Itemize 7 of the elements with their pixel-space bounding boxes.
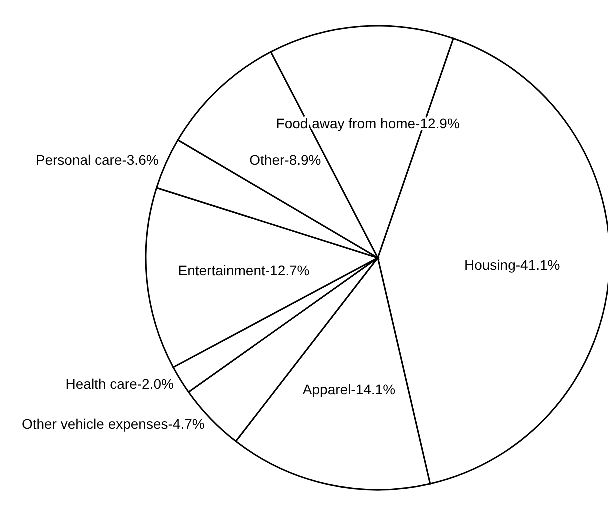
slice-label: Housing-41.1% [464, 256, 560, 273]
slice-label: Apparel-14.1% [302, 381, 396, 398]
slice-label: Personal care-3.6% [36, 152, 159, 168]
slice-label: Health care-2.0% [66, 376, 174, 392]
slice-label: Entertainment-12.7% [178, 262, 310, 278]
slice-label: Other vehicle expenses-4.7% [22, 416, 205, 432]
slice-label: Other-8.9% [250, 152, 322, 168]
